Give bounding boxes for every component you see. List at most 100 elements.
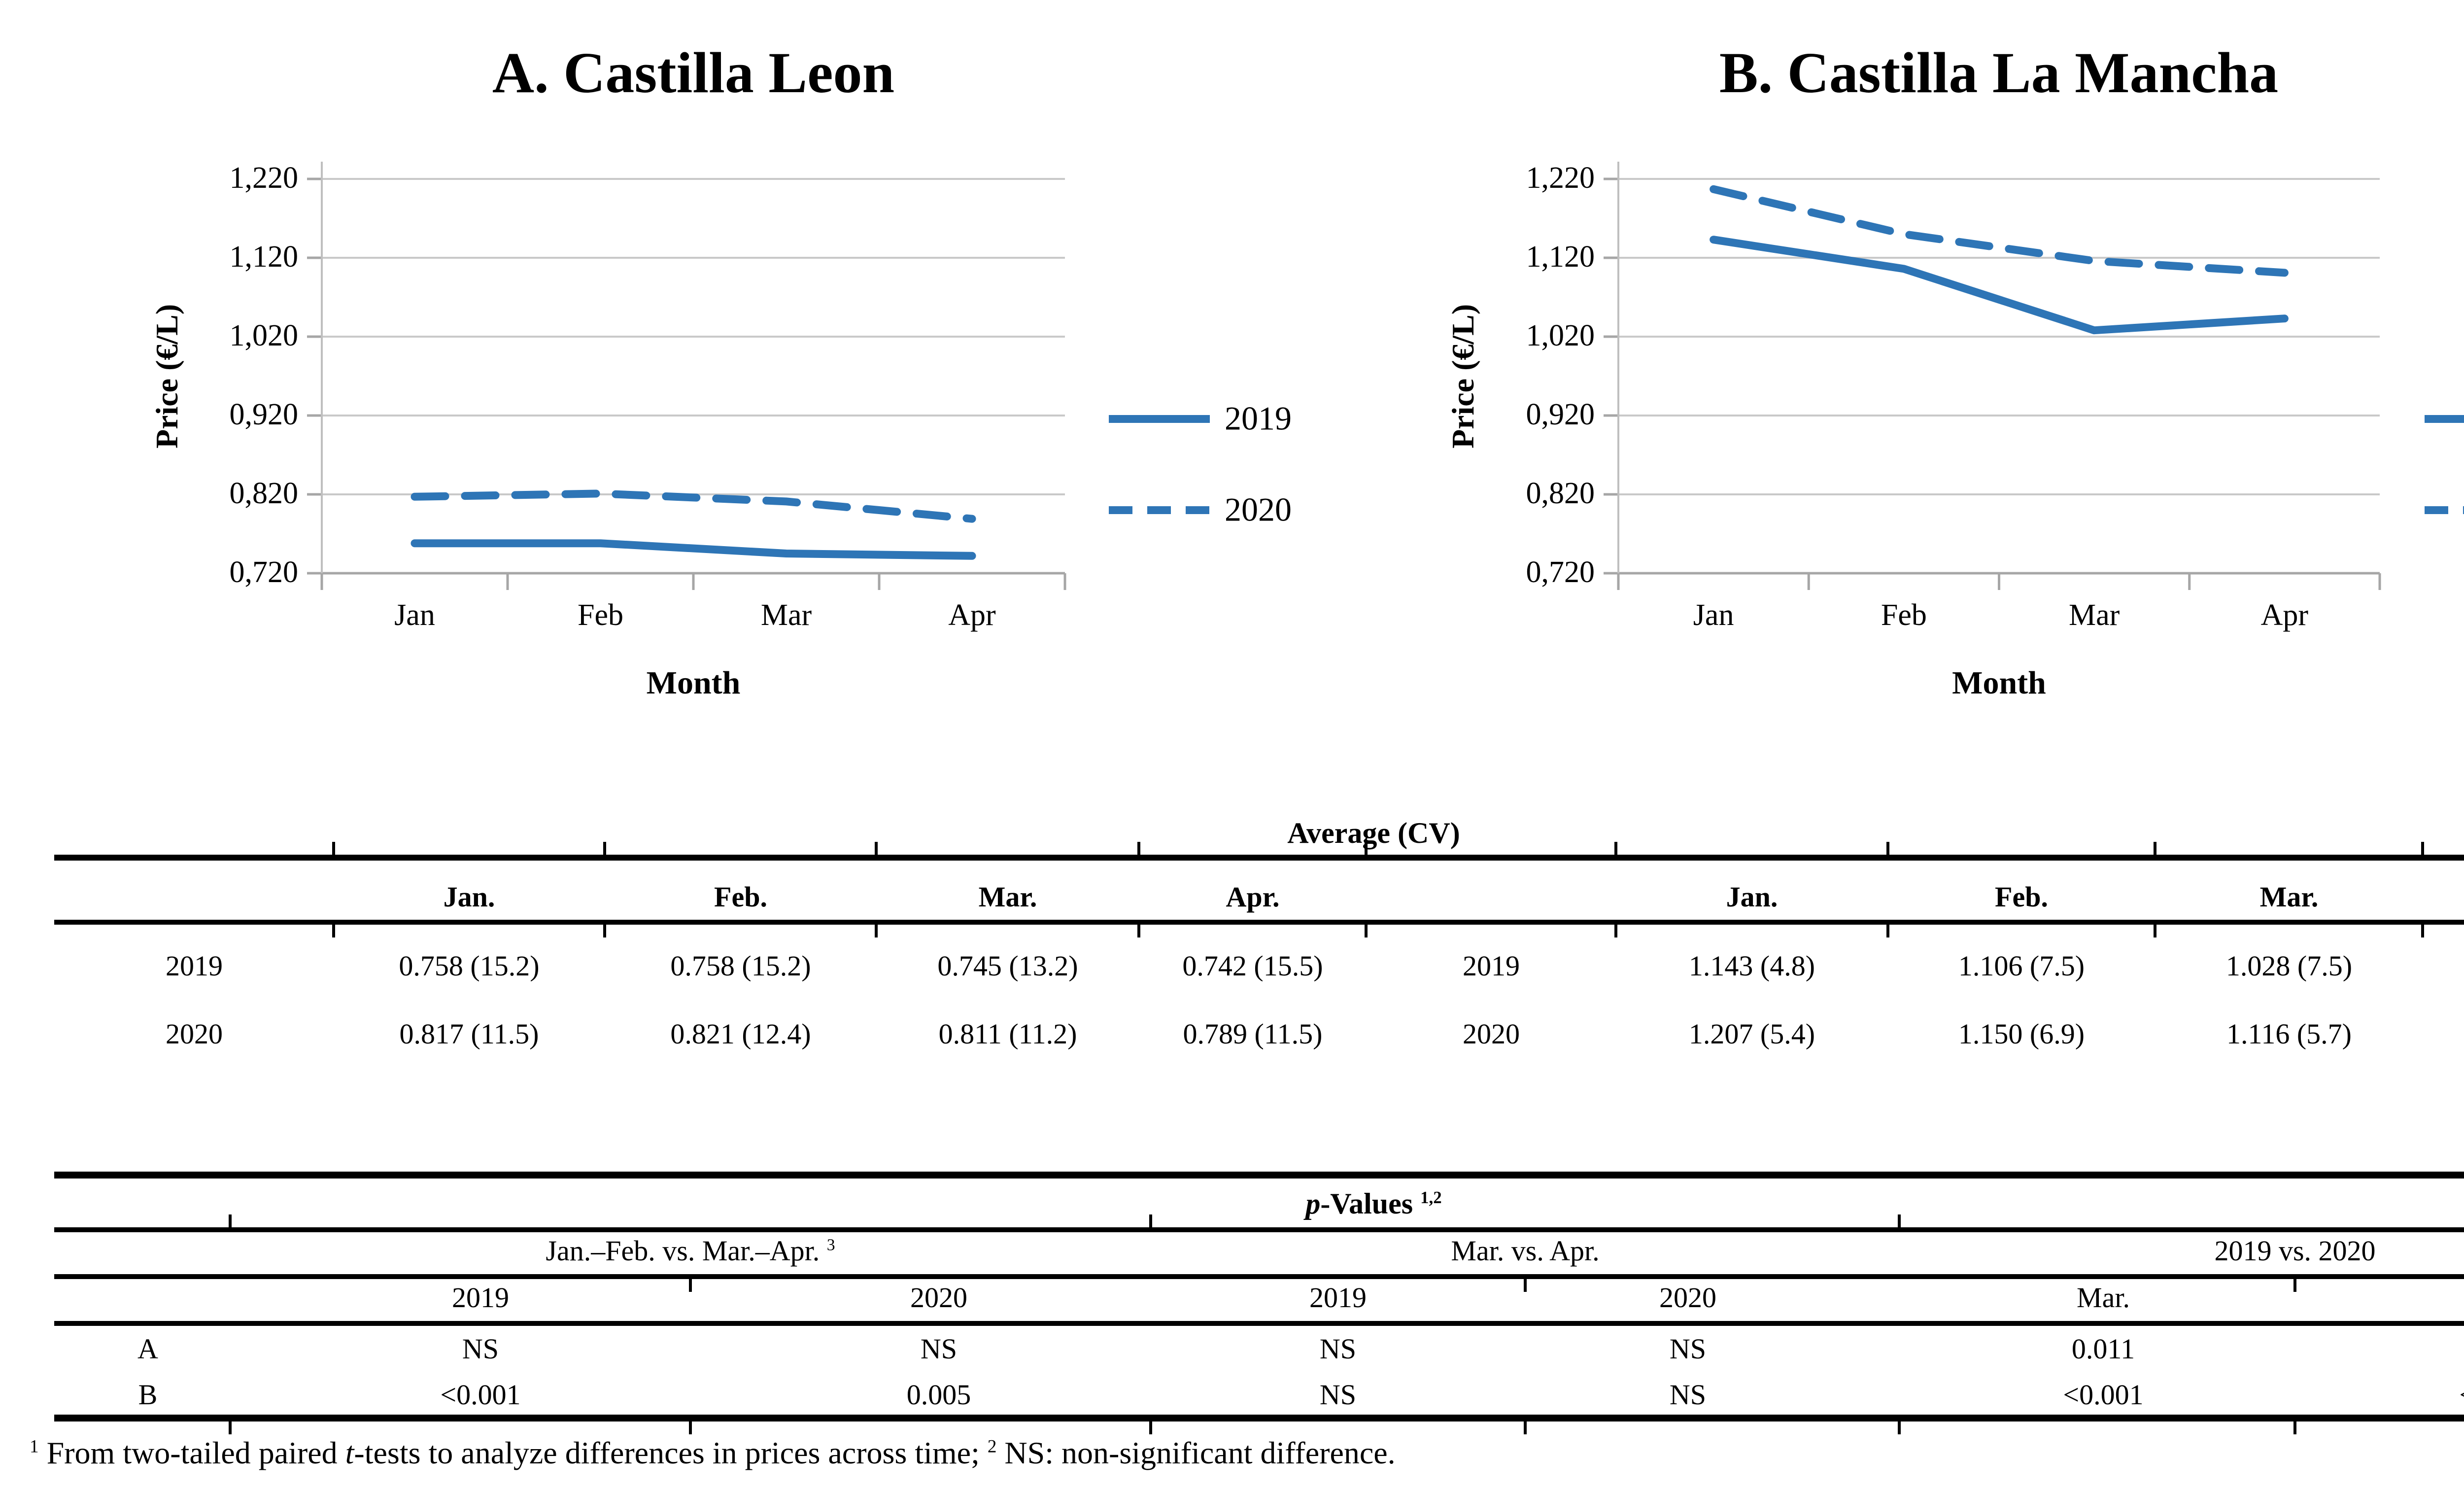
p-values-cell: NS [462,1333,499,1365]
average-row-label: 2020 [1463,1018,1520,1050]
average-value-cell: 1.207 (5.4) [1688,1018,1815,1050]
footnote-sup-1: 1 [30,1436,39,1457]
footnote-italic-t: t [345,1435,354,1470]
chart-b-xaxis-title: Month [1952,665,2046,701]
average-value-cell: 0.745 (13.2) [937,950,1078,982]
column-divider-tick [1365,842,1368,855]
average-table-top-rule [54,855,2464,861]
x-tick-label: Feb [578,598,623,632]
column-divider-tick [875,842,878,855]
column-divider-tick [229,1422,232,1434]
footnote-text-1: From two-tailed paired [38,1435,345,1470]
column-divider-tick [1886,925,1889,937]
p-values-cell: NS [920,1333,958,1365]
p-values-cell: NS [1319,1333,1357,1365]
column-divider-tick [1614,925,1617,937]
y-tick-label: 1,120 [1526,240,1595,274]
average-value-cell: 0.817 (11.5) [399,1018,539,1050]
p-values-subheader-rule [54,1321,2464,1326]
p-values-cell: NS [1669,1379,1707,1411]
p-values-sub-header: 2019 [452,1282,509,1314]
average-value-cell: 0.742 (15.5) [1182,950,1323,982]
p-values-row-label: B [138,1379,158,1411]
p-values-cell: <0.001 [440,1379,521,1411]
average-value-cell: 0.821 (12.4) [670,1018,811,1050]
p-values-group-rule [54,1274,2464,1279]
column-divider-tick [2293,1279,2296,1292]
p-values-cell: NS [1319,1379,1357,1411]
x-tick-label: Apr [948,598,996,632]
p-values-sub-header: 2020 [1659,1282,1716,1314]
average-table-title: Average (CV) [1287,817,1460,849]
average-value-cell: 0.758 (15.2) [399,950,540,982]
column-divider-tick [229,1214,232,1227]
column-divider-tick [1137,842,1140,855]
column-divider-tick [603,842,606,855]
y-tick-label: 0,820 [230,477,299,510]
column-divider-tick [2293,1422,2296,1434]
series-line-2020 [1710,185,2289,277]
column-divider-tick [2154,842,2156,855]
p-values-title-superscript: 1,2 [1420,1188,1442,1207]
column-divider-tick [1524,1422,1527,1434]
average-value-cell: 1.143 (4.8) [1688,950,1815,982]
column-divider-tick [1365,925,1368,937]
p-values-table-title: p-Values 1,2 [54,1184,2464,1223]
p-values-group-header: Jan.–Feb. vs. Mar.–Apr. 3 [546,1235,835,1267]
average-value-cell: 1.116 (5.7) [2226,1018,2352,1050]
column-divider-tick [1614,842,1617,855]
column-divider-tick [603,925,606,937]
column-divider-tick [1149,1214,1152,1227]
average-column-header: Jan. [443,881,495,913]
chart-b-title: B. Castilla La Mancha [1719,40,2279,105]
column-divider-tick [2421,842,2424,855]
x-tick-label: Apr [2261,598,2309,632]
x-tick-label: Jan [1693,598,1734,632]
p-values-sub-header: 2020 [910,1282,967,1314]
footnote: 1 From two-tailed paired t-tests to anal… [30,1432,1396,1474]
p-values-sub-header: 2019 [1309,1282,1367,1314]
average-column-header: Jan. [1726,881,1778,913]
average-row-label: 2019 [1463,950,1520,982]
chart-panel-B: 1,220 1,120 1,020 0,920 0,820 0,720 Jan Feb Mar A… [1526,161,2464,632]
column-divider-tick [2154,925,2156,937]
average-row-label: 2019 [166,950,223,982]
p-values-top-rule [54,1172,2464,1179]
p-values-sub-header: Mar. [2077,1282,2130,1314]
y-tick-label: 1,120 [230,240,299,274]
average-row-label: 2020 [166,1018,223,1050]
average-table-header-rule [54,920,2464,925]
column-divider-tick [689,1279,692,1292]
footnote-text-2: -tests to analyze differences in prices … [354,1435,988,1470]
y-tick-label: 0,720 [230,555,299,589]
average-value-cell: 1.028 (7.5) [2225,950,2353,982]
p-values-bottom-rule [54,1415,2464,1422]
x-tick-label: Feb [1881,598,1927,632]
average-value-cell: 1.106 (7.5) [1958,950,2085,982]
column-divider-tick [875,925,878,937]
average-value-cell: 1.150 (6.9) [1958,1018,2085,1050]
p-values-cell: <0.001 [2063,1379,2144,1411]
column-divider-tick [1149,1422,1152,1434]
y-tick-label: 1,220 [230,161,299,195]
x-tick-label: Mar [2069,598,2120,632]
average-column-header: Apr. [1226,881,1280,913]
footnote-sup-2: 2 [987,1436,997,1457]
x-tick-label: Jan [394,598,435,632]
column-divider-tick [1137,925,1140,937]
y-tick-label: 0,820 [1526,477,1595,510]
p-values-cell: NS [1669,1333,1707,1365]
group-header-superscript: 3 [826,1236,835,1254]
footnote-text-3: NS: non-significant difference. [996,1435,1396,1470]
y-tick-label: 0,720 [1526,555,1595,589]
legend-label: 2020 [1225,491,1292,528]
average-value-cell: 0.789 (11.5) [1183,1018,1323,1050]
y-tick-label: 1,020 [230,319,299,352]
average-column-header: Feb. [714,881,767,913]
average-value-cell: 0.758 (15.2) [670,950,811,982]
y-tick-label: 1,020 [1526,319,1595,352]
series-line-2019 [1710,236,2289,335]
p-values-title-italic: p [1305,1187,1321,1220]
y-tick-label: 0,920 [1526,398,1595,431]
